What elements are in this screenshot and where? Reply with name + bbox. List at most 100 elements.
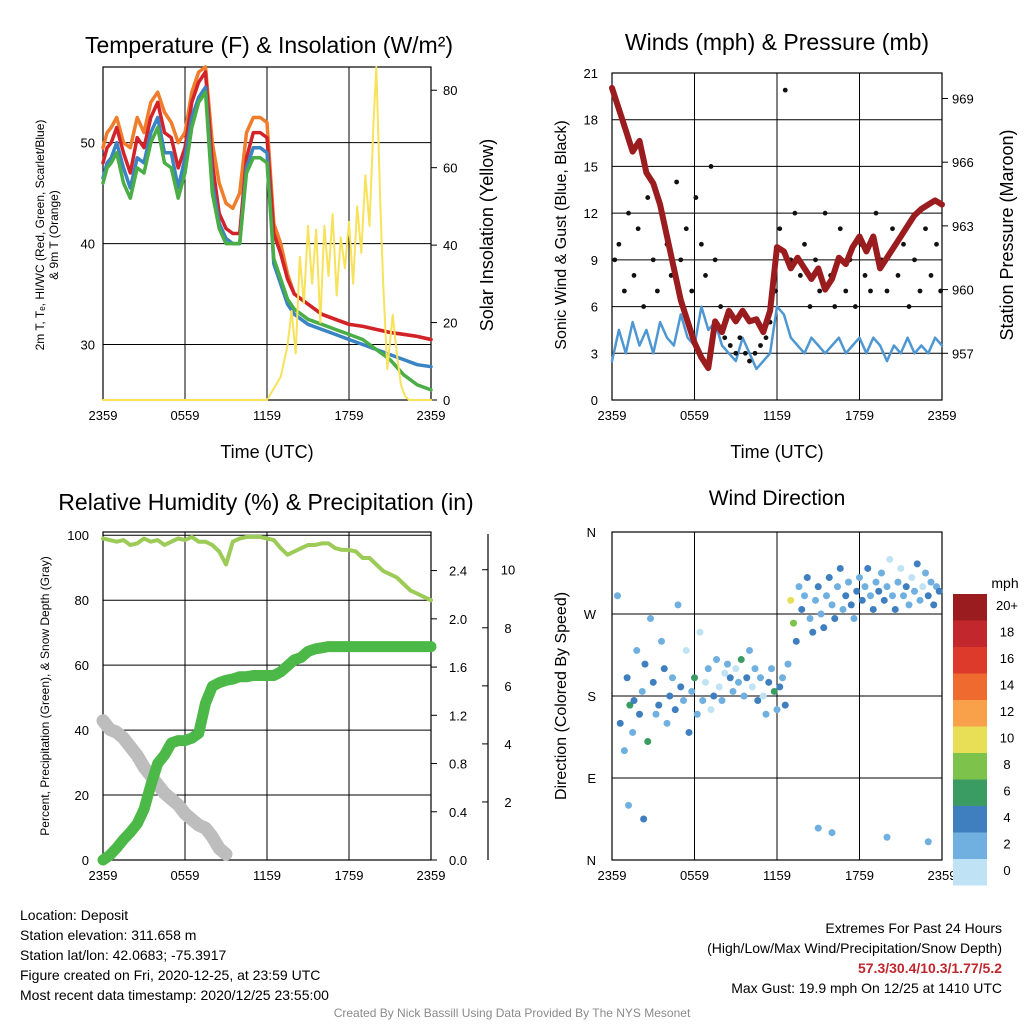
extremes-panel: Extremes For Past 24 Hours (High/Low/Max…: [707, 918, 1002, 998]
direction-point: [669, 674, 676, 682]
legend-swatch: [953, 832, 987, 859]
direction-point: [806, 615, 814, 623]
direction-point: [641, 660, 649, 668]
y-tick-label: N: [587, 853, 596, 868]
direction-point: [625, 801, 632, 809]
direction-point: [875, 587, 883, 595]
temperature-series-4: [102, 66, 432, 401]
y2-tick-label: 969: [952, 91, 974, 106]
direction-point: [718, 697, 726, 705]
direction-point: [699, 697, 707, 705]
x-tick-label: 2359: [89, 408, 118, 423]
y-tick-label: 0: [591, 393, 598, 408]
direction-point: [900, 592, 907, 600]
gust-point: [678, 257, 684, 263]
direction-point: [713, 656, 720, 664]
y2-axis-label: Solar Insolation (Yellow): [477, 139, 497, 331]
direction-point: [809, 628, 817, 636]
legend-swatch: [953, 753, 987, 780]
direction-point: [795, 583, 803, 591]
gust-point: [890, 226, 895, 232]
y-tick-label: 21: [584, 66, 598, 81]
plot-frame: [611, 531, 943, 861]
plot-frame: [102, 531, 432, 861]
x-tick-label: 1759: [845, 408, 874, 423]
gust-point: [722, 335, 728, 341]
gust-point: [802, 241, 807, 247]
gust-point: [862, 273, 868, 278]
direction-point: [839, 605, 847, 613]
gust-point: [650, 257, 656, 263]
direction-point: [647, 615, 654, 623]
y2-tick-label: 0: [443, 393, 450, 408]
direction-point: [889, 592, 896, 600]
direction-point: [729, 687, 737, 695]
legend-label: 2: [1003, 837, 1010, 852]
gust-point: [807, 304, 813, 309]
direction-point: [614, 592, 621, 600]
direction-point: [894, 578, 902, 586]
direction-point: [803, 574, 811, 582]
direction-point: [652, 710, 660, 718]
direction-point: [680, 697, 687, 705]
gust-point: [817, 288, 823, 294]
direction-point: [759, 692, 767, 700]
direction-point: [724, 660, 731, 668]
y-axis-label: 2m T, Tₑ, HI/WC (Red, Green, Scarlet/Blu…: [33, 120, 47, 351]
direction-point: [856, 574, 863, 582]
gust-point: [747, 358, 752, 364]
wind-series: [610, 305, 944, 371]
gust-point: [693, 195, 699, 200]
legend-swatch: [953, 620, 987, 647]
direction-point: [842, 592, 850, 600]
gust-point: [712, 257, 718, 263]
direction-point: [658, 637, 665, 645]
y-tick-label: 20: [75, 788, 89, 803]
credit-line: Created By Nick Bassill Using Data Provi…: [333, 1006, 691, 1020]
gust-point: [621, 288, 627, 294]
x-tick-label: 2359: [598, 408, 627, 423]
direction-point: [820, 624, 828, 632]
direction-point: [850, 615, 858, 623]
gust-point: [873, 210, 879, 216]
y2-tick-label: 1.2: [449, 708, 467, 723]
direction-point: [798, 605, 806, 613]
y3-tick-label: 2: [504, 795, 511, 810]
y-tick-label: 18: [584, 113, 598, 128]
x-tick-label: 1759: [335, 868, 364, 883]
direction-point: [814, 583, 822, 591]
direction-point: [869, 605, 877, 613]
y2-tick-label: 80: [443, 83, 457, 98]
y2-axis-label: Station Pressure (Maroon): [997, 129, 1017, 340]
direction-point: [677, 683, 685, 691]
x-tick-label: 0559: [171, 868, 200, 883]
direction-point: [682, 646, 690, 654]
y3-tick-label: 4: [504, 737, 511, 752]
station-latlon: Station lat/lon: 42.0683; -75.3917: [20, 947, 227, 963]
plot-frame: [611, 72, 943, 401]
direction-point: [891, 605, 899, 613]
legend-swatch: [953, 779, 987, 806]
station-elevation: Station elevation: 311.658 m: [20, 927, 197, 943]
x-tick-label: 0559: [680, 868, 709, 883]
direction-point: [743, 674, 751, 682]
station-info: Location: Deposit Station elevation: 311…: [20, 905, 329, 1005]
direction-point: [872, 578, 880, 586]
direction-point: [765, 678, 773, 686]
direction-point: [845, 578, 852, 586]
direction-point: [930, 601, 938, 609]
y-axis-label: Sonic Wind & Gust (Blue, Black): [553, 120, 570, 349]
chart-title: Temperature (F) & Insolation (W/m²): [85, 32, 453, 58]
gust-point: [626, 210, 631, 216]
direction-point: [911, 587, 918, 595]
direction-point: [792, 637, 800, 645]
direction-point: [831, 615, 839, 623]
y-tick-label: 60: [75, 658, 89, 673]
recent-timestamp: Most recent data timestamp: 2020/12/25 2…: [20, 987, 329, 1003]
direction-point: [883, 583, 891, 591]
direction-point: [924, 592, 932, 600]
y2-tick-label: 2.0: [449, 612, 467, 627]
y2-tick-label: 60: [443, 161, 457, 176]
direction-point: [878, 569, 885, 577]
gust-point: [843, 288, 849, 294]
